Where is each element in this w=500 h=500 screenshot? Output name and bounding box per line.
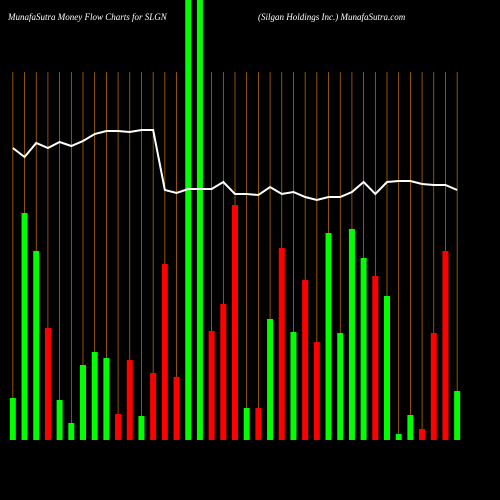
- bar: [196, 0, 203, 440]
- bar: [360, 258, 367, 440]
- bar: [68, 423, 75, 440]
- bar: [290, 332, 297, 440]
- bar: [138, 416, 145, 440]
- bar: [348, 229, 355, 440]
- bar: [161, 264, 168, 440]
- bar: [255, 408, 262, 440]
- bar: [56, 400, 63, 440]
- bar: [115, 414, 122, 440]
- bar: [33, 251, 40, 440]
- bar: [91, 352, 98, 440]
- chart-subtitle: (Silgan Holdings Inc.) MunafaSutra.com: [258, 12, 406, 22]
- bar: [103, 358, 110, 440]
- bar: [173, 377, 180, 440]
- chart-title: MunafaSutra Money Flow Charts for SLGN: [7, 12, 168, 22]
- bar: [302, 280, 309, 440]
- bar: [208, 331, 215, 440]
- bar: [372, 276, 379, 440]
- bar: [384, 296, 390, 440]
- bar: [278, 248, 285, 440]
- bar: [44, 328, 51, 440]
- bar: [337, 333, 344, 440]
- bar: [232, 205, 238, 440]
- bar: [243, 408, 250, 440]
- bar: [150, 373, 157, 440]
- bar: [185, 0, 192, 440]
- bar: [126, 360, 133, 440]
- bar: [407, 415, 414, 440]
- bar: [313, 342, 320, 440]
- money-flow-line: [12, 129, 458, 202]
- bar: [267, 319, 274, 440]
- bar: [419, 429, 426, 440]
- bar: [454, 391, 461, 440]
- bar: [395, 434, 402, 440]
- bar: [21, 213, 28, 440]
- bar: [80, 365, 86, 440]
- bar: [220, 304, 227, 440]
- bar: [325, 233, 332, 440]
- bar: [442, 251, 449, 440]
- bar: [9, 398, 16, 440]
- bar: [430, 333, 437, 440]
